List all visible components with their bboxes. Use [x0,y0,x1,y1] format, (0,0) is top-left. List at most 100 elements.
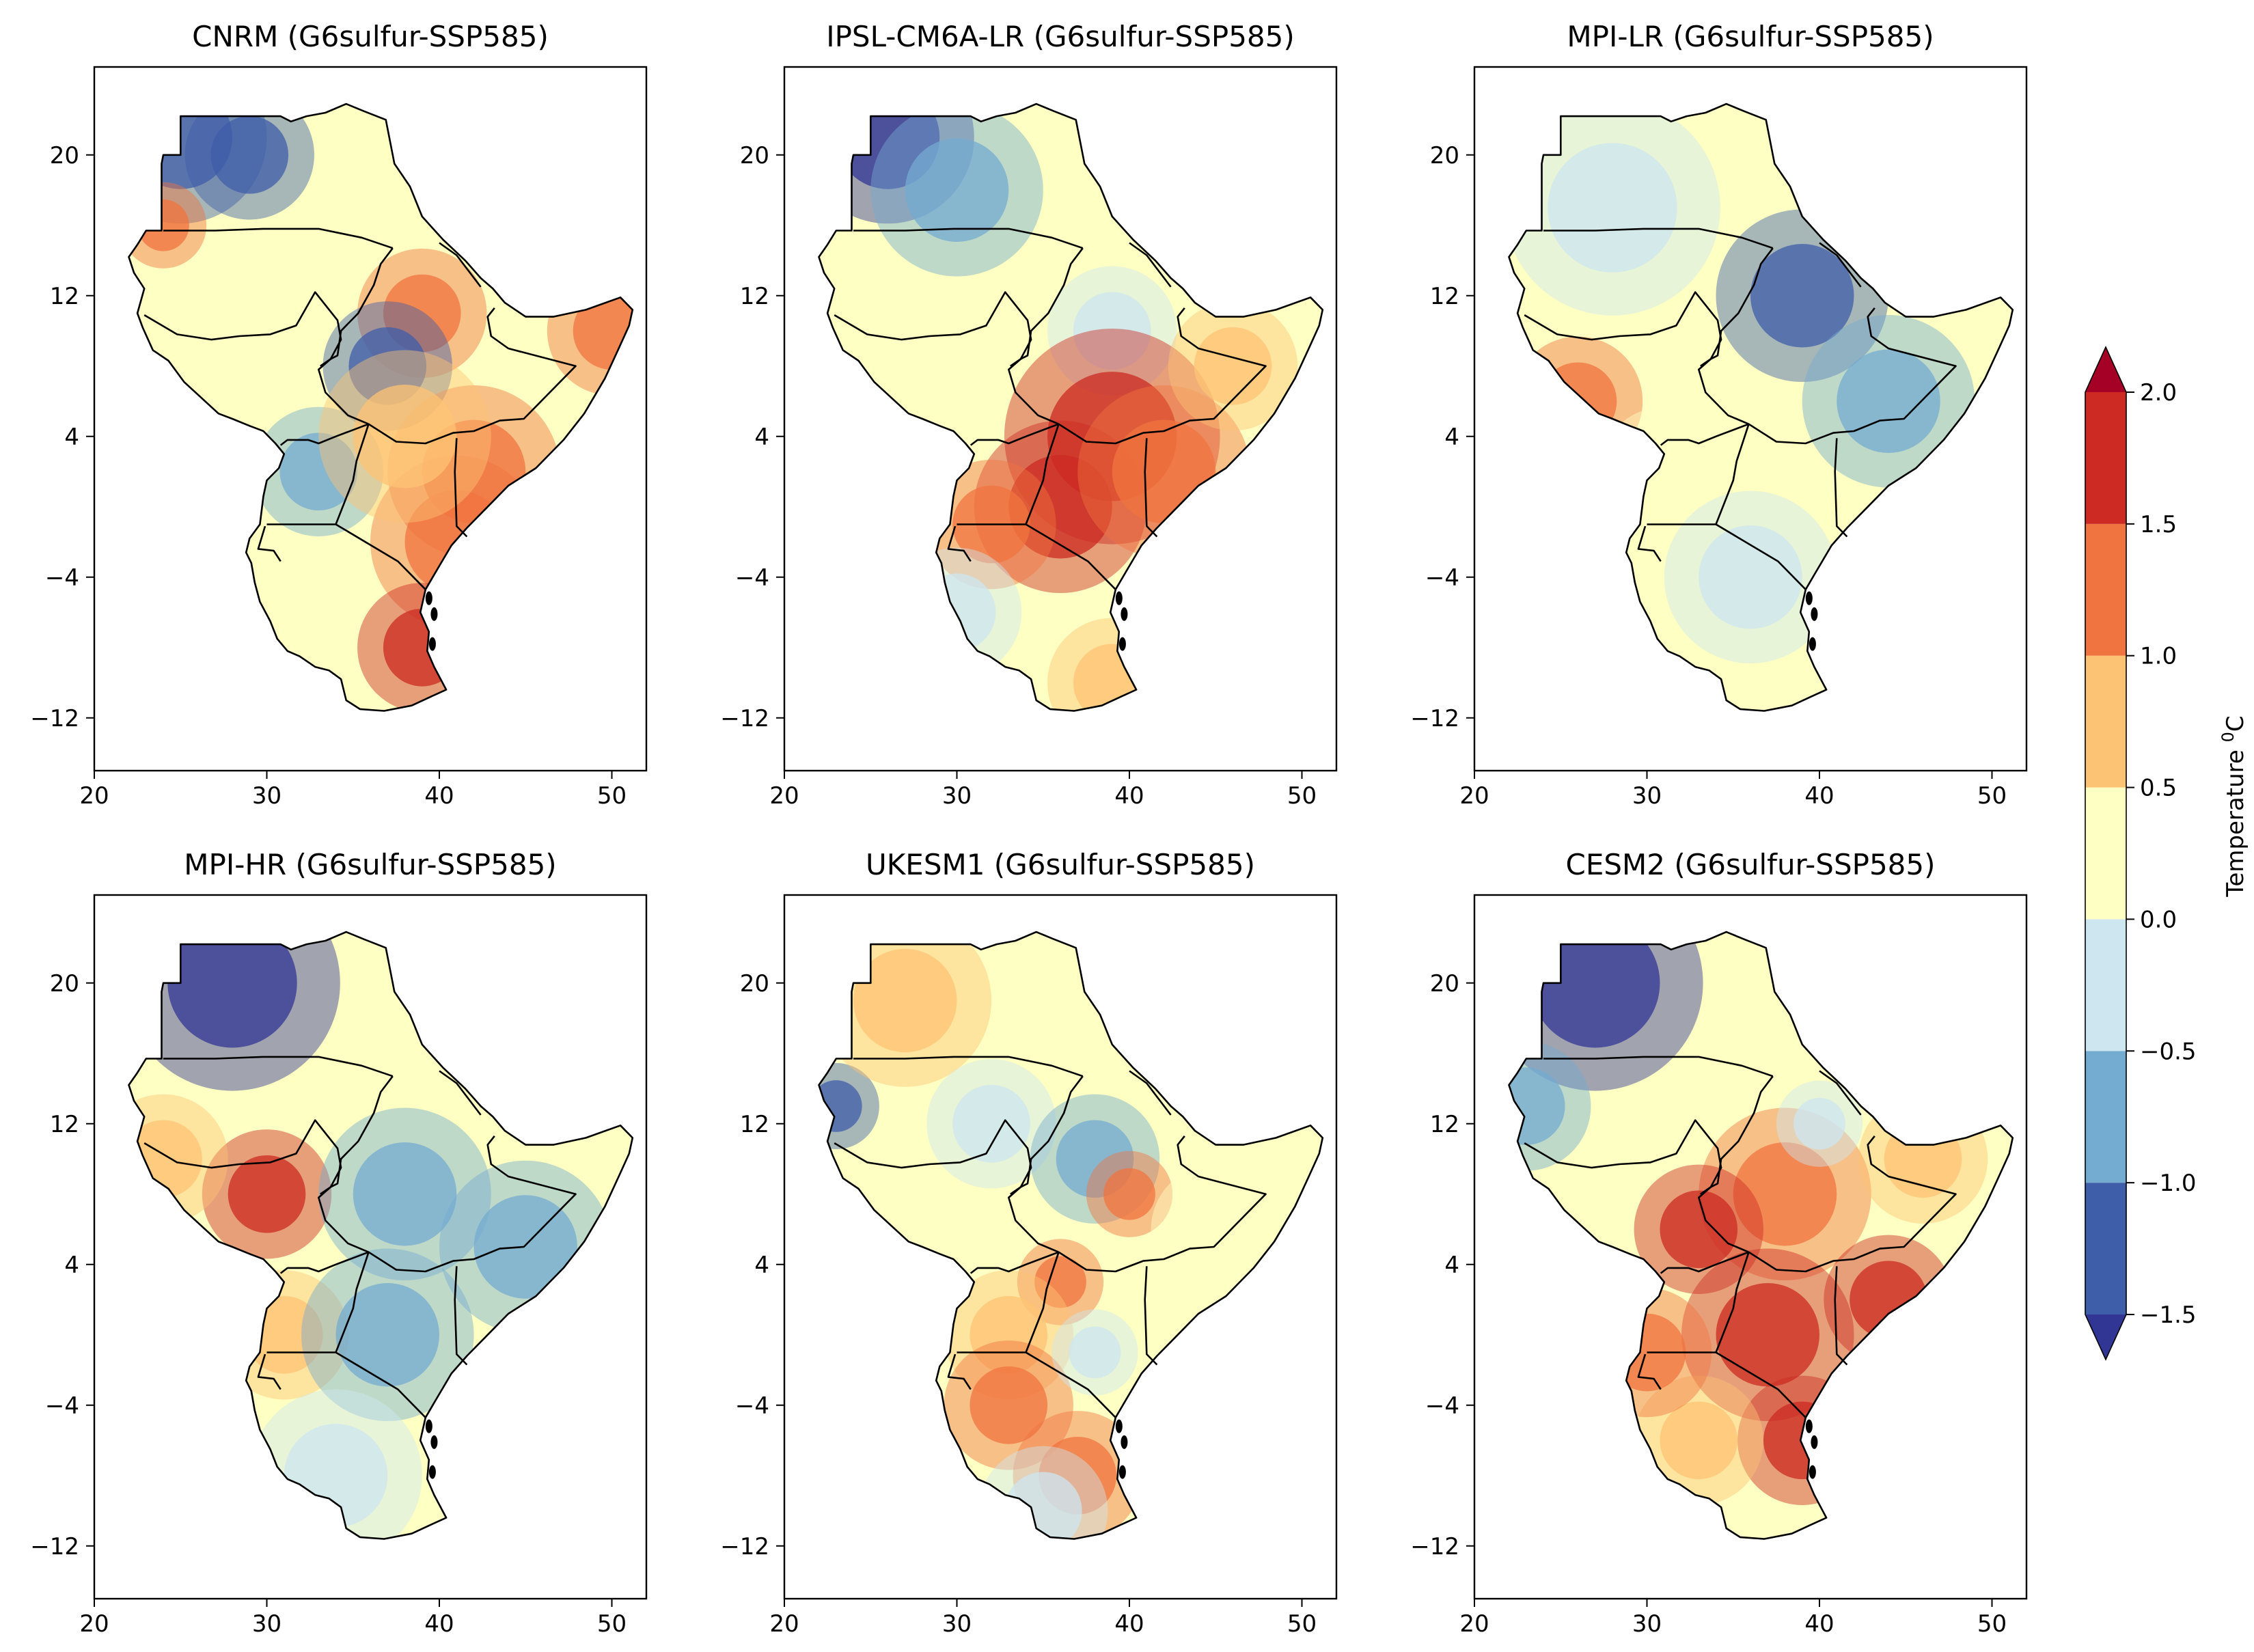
anomaly-core [1793,1097,1845,1150]
colorbar-tick-label: −0.5 [2140,1038,2197,1065]
country-border [1543,1056,1774,1077]
x-tick-label: 40 [1114,1610,1144,1638]
country-border [1129,242,1172,288]
colorbar-tick-label: 1.5 [2140,511,2177,538]
country-border [1819,242,1862,288]
colorbar-tick-label: 2.0 [2140,379,2177,407]
y-tick-label: 12 [740,1111,769,1138]
colorbar-extend-bottom [2085,1314,2126,1360]
country-border [1008,247,1084,425]
y-tick-label: −4 [45,1392,79,1420]
country-border [257,1353,281,1390]
colorbar-tick-label: 1.0 [2140,643,2177,670]
panel-title: MPI-LR (G6sulfur-SSP585) [1567,20,1934,53]
panel-title: IPSL-CM6A-LR (G6sulfur-SSP585) [826,20,1295,53]
country-border [454,1266,468,1366]
island [1118,637,1126,651]
anomaly-core [228,1155,306,1233]
anomaly-core [353,1142,457,1246]
country-border [143,1119,342,1195]
axes-frame [93,894,648,1600]
x-tick-label: 20 [769,1610,799,1638]
anomaly-core [353,385,457,488]
country-border [439,1070,482,1116]
y-tick-label: 20 [740,970,769,997]
x-tick-label: 20 [1459,782,1489,810]
anomaly-core [1509,1067,1565,1145]
country-border [1834,438,1848,538]
country-border [1058,307,1267,445]
panel-title: CESM2 (G6sulfur-SSP585) [1566,848,1936,881]
anomaly-core [1660,1401,1738,1480]
y-tick-label: 12 [50,1111,79,1138]
axes-frame [1473,894,2028,1600]
country-border [1834,1266,1848,1366]
x-tick-label: 30 [942,1610,972,1638]
coastline [818,102,1324,712]
x-tick-label: 40 [1114,782,1144,810]
country-border [1129,1070,1172,1116]
colorbar-extend-top [2085,347,2126,392]
country-border [1660,1251,1749,1274]
y-tick-label: 20 [50,970,79,997]
country-border [257,525,281,562]
country-border [1698,1075,1774,1253]
x-tick-label: 40 [424,782,454,810]
island [425,1419,432,1433]
island [1121,1435,1128,1449]
country-border [1008,1075,1084,1253]
x-tick-label: 20 [769,782,799,810]
anomaly-core [473,1195,577,1299]
anomaly-core [1073,292,1151,370]
anomaly-core [853,948,957,1053]
colorbar-segment [2085,787,2126,920]
x-tick-label: 40 [1804,1610,1834,1638]
x-tick-label: 50 [1977,1610,2007,1638]
y-tick-label: 20 [50,142,79,169]
coastline [1508,931,2014,1540]
country-border [279,423,369,446]
y-tick-label: 12 [740,283,769,310]
coastline [128,102,634,712]
anomaly-core [1034,1256,1086,1308]
map-panel-mpi-hr: MPI-HR (G6sulfur-SSP585) 20 30 40 50 20 12 4 −4… [30,848,648,1638]
panel-title: MPI-HR (G6sulfur-SSP585) [184,848,556,881]
x-tick-label: 20 [79,782,109,810]
country-border [834,1119,1032,1195]
country-border [1524,291,1722,367]
y-tick-label: −4 [1425,564,1459,592]
island [1118,1465,1126,1479]
colorbar-segment [2085,392,2126,524]
country-border [957,523,1116,590]
anomaly-core [1548,143,1677,273]
country-border [1543,228,1774,249]
country-border [853,228,1084,249]
anomaly-core [335,1283,439,1387]
country-border [970,423,1059,446]
x-tick-label: 20 [1459,1610,1489,1638]
country-border [1698,247,1774,425]
x-tick-label: 50 [1287,782,1317,810]
country-border [1715,424,1750,525]
country-border [1025,1252,1060,1353]
anomaly-core [1008,455,1112,559]
island [1811,1435,1818,1449]
y-tick-label: −4 [45,564,79,592]
anomaly-core [210,115,289,194]
y-tick-label: −12 [720,1533,769,1560]
country-border [1637,525,1662,562]
country-border [279,1251,369,1274]
island [1121,607,1128,621]
x-tick-label: 40 [424,1610,454,1638]
country-border [1524,1119,1722,1195]
axes-frame [1473,66,2028,772]
colorbar-label: Temperature 0C [2218,715,2249,897]
y-tick-label: 4 [754,424,769,451]
y-tick-label: −12 [1410,1533,1459,1560]
colorbar-tick-label: 0.0 [2140,906,2177,933]
country-border [1144,1266,1158,1366]
coastline [128,931,634,1540]
island [1115,1419,1123,1433]
country-border [1647,1351,1806,1418]
colorbar-segment [2085,919,2126,1051]
